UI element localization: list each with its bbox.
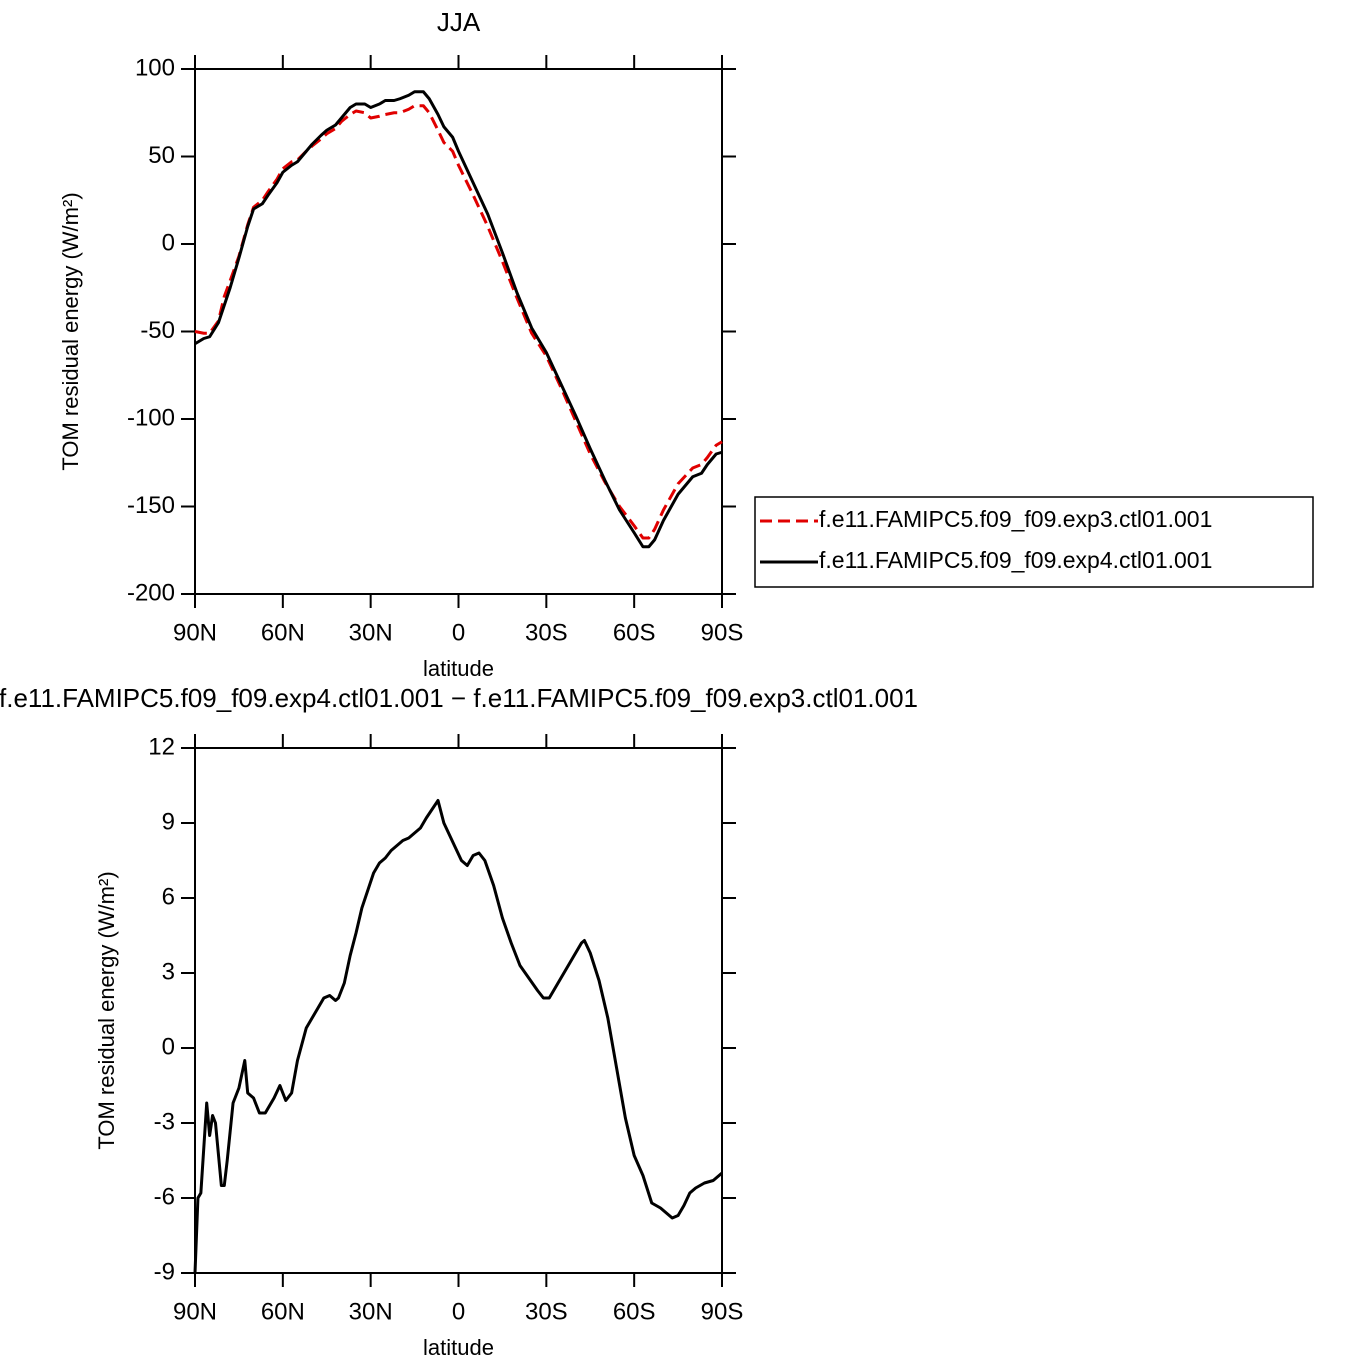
x-tick-label: 60S [613, 1298, 656, 1325]
y-tick-label: 9 [162, 808, 175, 835]
data-line [194, 104, 723, 540]
x-tick-label: 0 [452, 1298, 465, 1325]
x-tick-label: 90S [701, 619, 744, 646]
x-axis-label: latitude [423, 1335, 494, 1360]
x-tick-label: 90N [173, 619, 217, 646]
x-tick-label: 0 [452, 619, 465, 646]
data-line [194, 90, 723, 549]
y-tick-label: 12 [148, 733, 175, 760]
plot-frame [194, 747, 723, 1274]
y-tick-label: 0 [162, 229, 175, 256]
y-tick-label: 3 [162, 958, 175, 985]
x-tick-label: 30N [349, 619, 393, 646]
y-tick-label: -3 [154, 1108, 175, 1135]
chart-title: JJA [437, 7, 481, 37]
legend-label: f.e11.FAMIPC5.f09_f09.exp3.ctl01.001 [819, 506, 1212, 532]
y-tick-label: -150 [127, 492, 175, 519]
data-line [193, 799, 723, 1274]
y-axis-label: TOM residual energy (W/m²) [58, 192, 83, 470]
y-tick-label: -100 [127, 404, 175, 431]
y-tick-label: -9 [154, 1258, 175, 1285]
x-tick-label: 60N [261, 619, 305, 646]
y-axis-label: TOM residual energy (W/m²) [94, 871, 119, 1149]
x-tick-label: 90N [173, 1298, 217, 1325]
y-tick-label: 50 [148, 142, 175, 169]
chart-title: f.e11.FAMIPC5.f09_f09.exp4.ctl01.001 − f… [0, 683, 918, 713]
x-tick-label: 30S [525, 1298, 568, 1325]
y-tick-label: 100 [135, 54, 175, 81]
legend-label: f.e11.FAMIPC5.f09_f09.exp4.ctl01.001 [819, 547, 1212, 573]
x-axis-label: latitude [423, 656, 494, 681]
x-tick-label: 30N [349, 1298, 393, 1325]
y-tick-label: -6 [154, 1183, 175, 1210]
x-tick-label: 60S [613, 619, 656, 646]
y-tick-label: 6 [162, 883, 175, 910]
x-tick-label: 60N [261, 1298, 305, 1325]
legend-box [754, 496, 1314, 588]
x-tick-label: 30S [525, 619, 568, 646]
y-tick-label: -50 [140, 317, 175, 344]
x-tick-label: 90S [701, 1298, 744, 1325]
y-tick-label: 0 [162, 1033, 175, 1060]
y-tick-label: -200 [127, 579, 175, 606]
